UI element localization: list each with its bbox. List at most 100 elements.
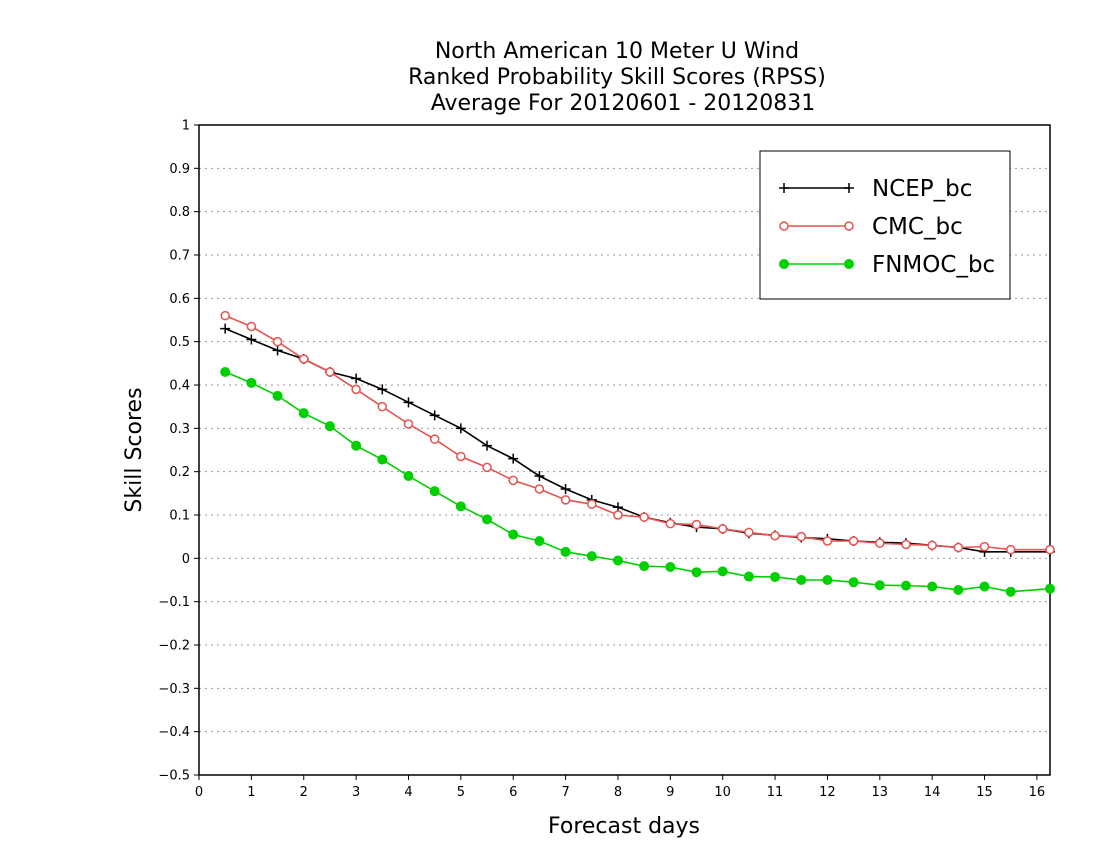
data-point-NCEP_bc — [482, 440, 493, 451]
data-point-FNMOC_bc — [796, 575, 807, 585]
data-point-CMC_bc — [639, 512, 649, 522]
data-point-CMC_bc — [587, 499, 597, 509]
x-tick-label: 4 — [404, 785, 412, 800]
y-tick-label: 0.1 — [169, 509, 190, 524]
data-point-FNMOC_bc — [770, 571, 781, 582]
data-point-CMC_bc — [744, 527, 754, 538]
series-FNMOC_bc — [220, 367, 1055, 597]
legend-label: CMC_bc — [872, 214, 963, 240]
data-point-CMC_bc — [298, 354, 309, 364]
y-tick-label: 0 — [182, 552, 190, 567]
y-axis-label: Skill Scores — [122, 387, 147, 512]
data-point-CMC_bc — [770, 531, 780, 541]
y-tick-label: −0.1 — [158, 595, 190, 610]
data-point-CMC_bc — [429, 434, 440, 444]
data-point-NCEP_bc — [246, 334, 257, 345]
data-point-CMC_bc — [325, 367, 335, 377]
data-point-FNMOC_bc — [246, 377, 257, 388]
legend-label: FNMOC_bc — [872, 252, 995, 278]
data-point-FNMOC_bc — [298, 408, 309, 419]
data-point-FNMOC_bc — [1005, 586, 1016, 597]
x-tick-label: 11 — [767, 785, 784, 800]
legend-entry-CMC_bc: CMC_bc — [779, 214, 963, 240]
y-tick-label: −0.4 — [158, 725, 190, 740]
legend-marker — [779, 221, 789, 231]
data-point-CMC_bc — [351, 384, 361, 395]
x-tick-label: 3 — [352, 785, 360, 800]
y-tick-label: 0.5 — [169, 335, 190, 350]
legend-marker — [844, 221, 854, 231]
y-tick-label: −0.3 — [158, 682, 190, 697]
data-point-CMC_bc — [220, 310, 230, 321]
x-tick-label: 8 — [614, 785, 622, 800]
data-point-CMC_bc — [848, 536, 859, 546]
data-point-CMC_bc — [691, 519, 702, 530]
data-point-NCEP_bc — [220, 323, 231, 334]
data-point-NCEP_bc — [429, 410, 440, 421]
x-tick-label: 10 — [714, 785, 731, 800]
series-NCEP_bc — [220, 323, 1055, 557]
x-tick-label: 9 — [666, 785, 674, 800]
x-tick-label: 5 — [457, 785, 465, 800]
data-point-NCEP_bc — [403, 397, 414, 408]
legend-marker — [779, 183, 789, 193]
data-point-CMC_bc — [927, 540, 937, 551]
data-point-FNMOC_bc — [1045, 583, 1055, 594]
y-tick-label: −0.5 — [158, 769, 190, 784]
legend-marker — [844, 259, 854, 269]
data-point-FNMOC_bc — [220, 367, 231, 377]
y-tick-label: −0.2 — [158, 639, 190, 654]
data-point-FNMOC_bc — [534, 536, 545, 546]
x-axis-label: Forecast days — [548, 814, 700, 839]
data-point-CMC_bc — [246, 321, 257, 332]
y-tick-label: 0.8 — [169, 205, 190, 220]
data-point-FNMOC_bc — [324, 421, 335, 432]
data-point-FNMOC_bc — [665, 562, 676, 572]
data-point-CMC_bc — [456, 451, 466, 462]
data-point-CMC_bc — [875, 538, 885, 548]
x-tick-label: 2 — [300, 785, 308, 800]
y-axis-ticks: 1 0.9 0.8 0.7 0.6 0.5 0.4 0.3 0.2 0.1 0 −0.1 −0.2 −0.… — [158, 119, 199, 784]
plot-area-frame — [198, 124, 1051, 776]
data-point-NCEP_bc — [272, 345, 283, 356]
data-point-FNMOC_bc — [743, 571, 754, 582]
data-point-CMC_bc — [1005, 544, 1016, 555]
data-point-FNMOC_bc — [639, 561, 650, 572]
y-tick-label: 0.3 — [169, 422, 190, 437]
data-point-CMC_bc — [665, 518, 676, 529]
y-tick-label: 0.7 — [169, 249, 190, 264]
data-point-FNMOC_bc — [508, 529, 519, 540]
data-point-CMC_bc — [560, 495, 571, 505]
title-line-1: North American 10 Meter U Wind — [435, 39, 799, 64]
data-point-FNMOC_bc — [822, 575, 833, 585]
x-tick-label: 6 — [509, 785, 517, 800]
title-line-3: Average For 20120601 - 20120831 — [431, 91, 816, 116]
data-point-FNMOC_bc — [403, 471, 414, 481]
y-tick-label: 0.9 — [169, 162, 190, 177]
legend-entry-FNMOC_bc: FNMOC_bc — [779, 252, 995, 278]
data-point-FNMOC_bc — [691, 567, 702, 578]
legend-box — [759, 150, 1011, 300]
data-point-CMC_bc — [979, 541, 990, 552]
legend: NCEP_bc CMC_bc FNMOC_bc — [759, 150, 1011, 300]
title-line-2: Ranked Probability Skill Scores (RPSS) — [408, 65, 826, 90]
legend-marker — [844, 183, 854, 193]
series-CMC_bc — [220, 310, 1055, 555]
data-point-FNMOC_bc — [953, 584, 964, 595]
data-point-NCEP_bc — [508, 453, 519, 464]
data-point-FNMOC_bc — [482, 514, 493, 525]
data-point-FNMOC_bc — [927, 581, 938, 592]
x-tick-label: 0 — [195, 785, 203, 800]
data-point-FNMOC_bc — [979, 581, 990, 592]
data-point-NCEP_bc — [534, 471, 545, 481]
legend-label: NCEP_bc — [872, 176, 972, 202]
data-point-CMC_bc — [482, 462, 492, 473]
data-point-CMC_bc — [822, 536, 833, 546]
data-point-CMC_bc — [796, 531, 806, 542]
data-point-FNMOC_bc — [586, 551, 597, 562]
data-point-FNMOC_bc — [377, 454, 388, 465]
data-point-FNMOC_bc — [351, 440, 362, 451]
legend-entry-NCEP_bc: NCEP_bc — [779, 176, 972, 202]
x-tick-label: 13 — [872, 785, 889, 800]
